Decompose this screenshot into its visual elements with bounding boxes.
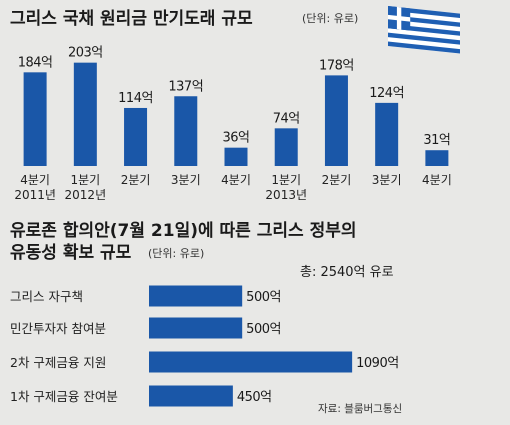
top-tick-quarter-2: 2분기	[121, 173, 151, 187]
bottom-chart-title-line2: 유동성 확보 규모	[10, 243, 132, 263]
top-chart-title: 그리스 국채 원리금 만기도래 규모	[10, 9, 253, 29]
bottom-bar-value-3: 450억	[237, 390, 272, 405]
bottom-bar-value-0: 500억	[246, 290, 281, 305]
bottom-category-0: 그리스 자구책	[10, 289, 83, 304]
top-bar-value-6: 178억	[319, 58, 354, 73]
top-chart-unit: (단위: 유로)	[302, 12, 358, 25]
top-bar-value-8: 31억	[423, 133, 450, 148]
top-bar-value-2: 114억	[118, 91, 153, 106]
bottom-bar-0	[149, 285, 243, 307]
top-chart-bars: 184억4분기2011년203억1분기2012년114억2분기137억3분기36…	[14, 46, 451, 202]
top-bar-value-4: 36억	[222, 131, 249, 146]
bottom-category-2: 2차 구제금융 지원	[10, 355, 106, 370]
top-bar-3	[174, 96, 198, 166]
bottom-bar-3	[149, 385, 233, 407]
top-bar-5	[274, 128, 298, 166]
top-bar-0	[23, 72, 47, 166]
top-tick-year-0: 2011년	[14, 188, 56, 202]
bottom-category-3: 1차 구제금융 잔여분	[10, 389, 118, 404]
bottom-bar-value-2: 1090억	[356, 356, 399, 371]
top-bar-value-5: 74억	[273, 111, 300, 126]
top-bar-1	[73, 62, 97, 167]
top-bar-7	[375, 102, 399, 166]
top-bar-value-0: 184억	[18, 55, 53, 70]
top-tick-quarter-5: 1분기	[271, 173, 301, 187]
top-bar-value-7: 124억	[369, 86, 404, 101]
top-tick-year-5: 2013년	[265, 188, 307, 202]
top-bar-8	[425, 150, 449, 166]
top-tick-quarter-7: 3분기	[372, 173, 402, 187]
bottom-bar-2	[149, 351, 353, 373]
bottom-bar-value-1: 500억	[246, 322, 281, 337]
greek-flag-icon	[388, 5, 460, 54]
top-bar-value-3: 137억	[168, 79, 203, 94]
top-tick-quarter-1: 1분기	[70, 173, 100, 187]
top-tick-quarter-4: 4분기	[221, 173, 251, 187]
top-bar-value-1: 203억	[68, 46, 103, 61]
top-bar-4	[224, 147, 248, 166]
top-tick-quarter-0: 4분기	[20, 173, 50, 187]
top-tick-year-1: 2012년	[65, 188, 107, 202]
bottom-chart-title-line1: 유로존 합의안(7월 21일)에 따른 그리스 정부의	[10, 220, 357, 241]
top-bar-2	[124, 107, 148, 166]
total-label: 총: 2540억 유로	[300, 265, 394, 280]
top-tick-quarter-6: 2분기	[322, 173, 352, 187]
top-tick-quarter-8: 4분기	[422, 173, 452, 187]
bottom-bar-1	[149, 317, 243, 339]
bottom-category-1: 민간투자자 참여분	[10, 321, 106, 336]
top-tick-quarter-3: 3분기	[171, 173, 201, 187]
bottom-chart-unit: (단위: 유로)	[148, 247, 204, 260]
top-bar-6	[324, 75, 348, 166]
source-note: 자료: 블룸버그통신	[318, 403, 402, 415]
